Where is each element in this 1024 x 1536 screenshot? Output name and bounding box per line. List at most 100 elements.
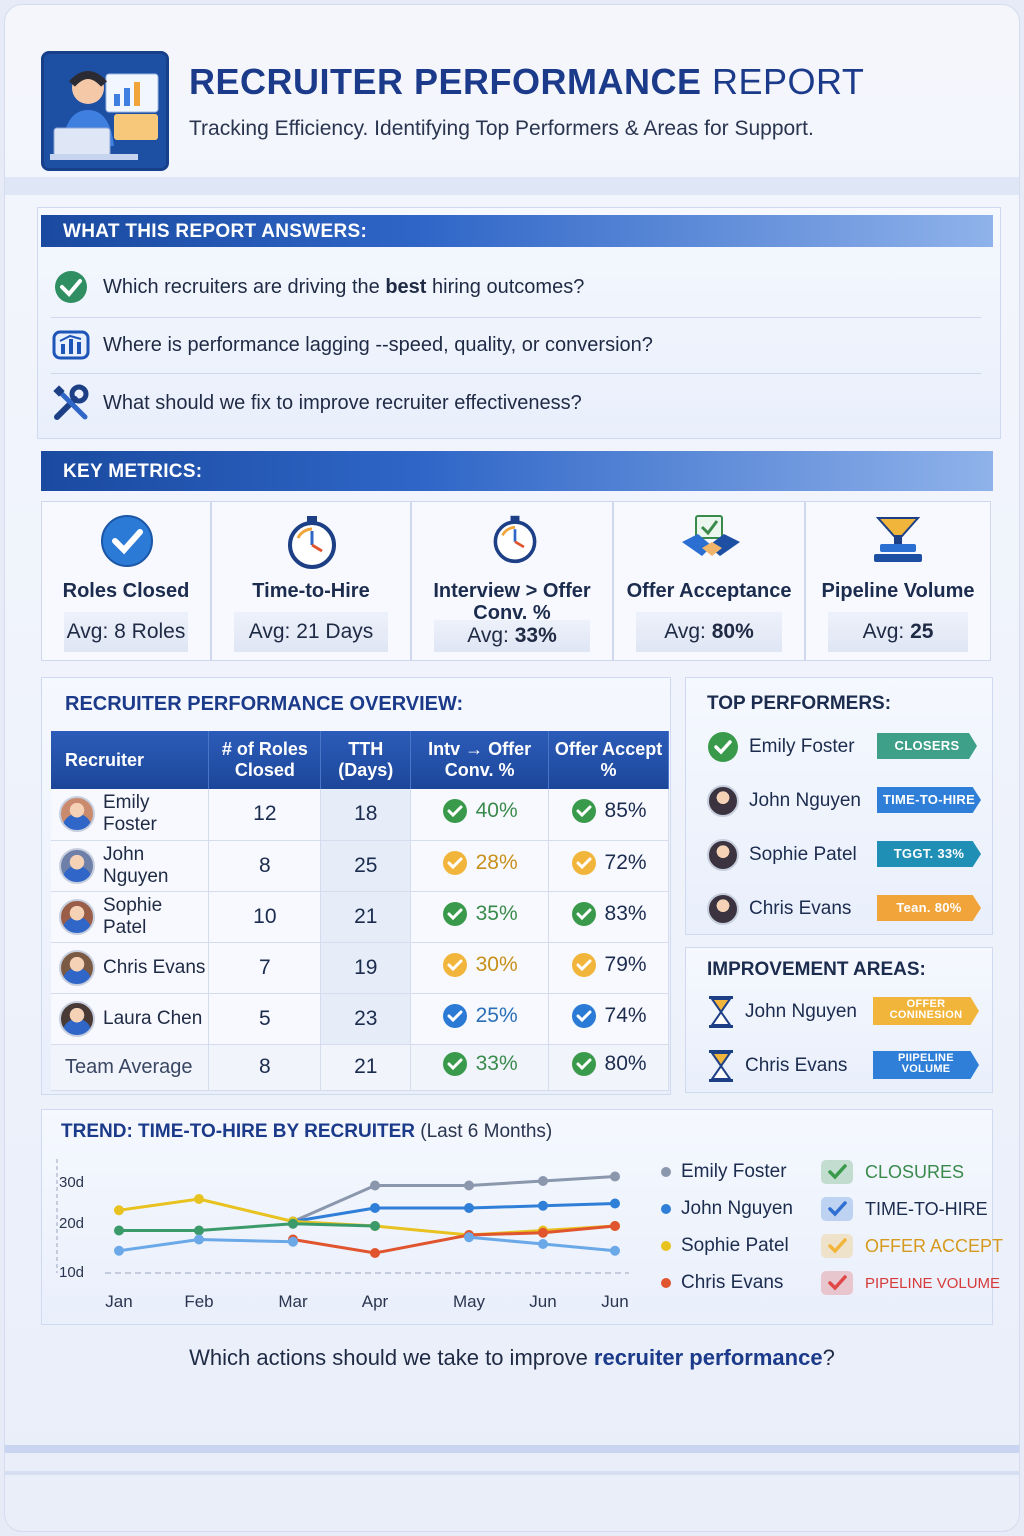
avatar bbox=[707, 839, 739, 871]
improvement-name: John Nguyen bbox=[745, 1001, 857, 1022]
table-row-average: Team Average 8 21 33% 80% bbox=[51, 1044, 669, 1091]
roles-closed-cell: 8 bbox=[208, 840, 322, 892]
recruiter-name: Sophie Patel bbox=[103, 894, 163, 938]
conversion-cell: 40% bbox=[410, 789, 550, 841]
improvement-item: Chris Evans bbox=[707, 1049, 847, 1083]
improvement-item: John Nguyen bbox=[707, 995, 857, 1029]
trend-title: TREND: TIME-TO-HIRE BY RECRUITER (Last 6… bbox=[61, 1121, 553, 1142]
avatar bbox=[59, 949, 95, 986]
x-tick-label: Jan bbox=[105, 1292, 132, 1311]
legend-dot bbox=[661, 1204, 671, 1214]
funnel-icon bbox=[874, 517, 922, 562]
tth-cell: 25 bbox=[320, 840, 412, 892]
column-header: # of Roles Closed bbox=[208, 731, 322, 789]
metric-average: Avg: 21 Days bbox=[234, 612, 388, 652]
x-tick-label: May bbox=[453, 1292, 486, 1311]
conversion-cell: 35% bbox=[410, 891, 550, 943]
average-label: Team Average bbox=[51, 1044, 210, 1091]
question-text: Where is performance lagging --speed, qu… bbox=[103, 333, 653, 356]
hourglass-icon bbox=[709, 1050, 733, 1082]
performer-name: Sophie Patel bbox=[749, 844, 857, 865]
data-point bbox=[194, 1234, 204, 1245]
avatar bbox=[707, 785, 739, 817]
check-box-icon bbox=[821, 1160, 853, 1184]
tth-cell: 18 bbox=[320, 789, 412, 841]
accept-cell: 85% bbox=[548, 789, 669, 841]
performer-tag: CLOSERS bbox=[877, 733, 977, 759]
roles-closed-cell: 7 bbox=[208, 942, 322, 994]
roles-closed-cell: 8 bbox=[208, 1044, 322, 1091]
check-box-icon bbox=[821, 1271, 853, 1295]
check-circle-icon bbox=[708, 732, 738, 762]
check-badge-icon bbox=[101, 515, 153, 567]
tth-cell: 23 bbox=[320, 993, 412, 1045]
legend-label: Chris Evans bbox=[681, 1272, 784, 1293]
header-divider bbox=[5, 177, 1019, 195]
legend-check-entry: CLOSURES bbox=[821, 1160, 964, 1184]
top-performers-title: TOP PERFORMERS: bbox=[707, 693, 892, 714]
top-performer-item: Sophie Patel bbox=[707, 839, 857, 871]
check-circle-icon bbox=[55, 271, 87, 303]
y-tick-label: 30d bbox=[59, 1174, 84, 1191]
questions-banner: WHAT THIS REPORT ANSWERS: bbox=[41, 215, 993, 247]
table-row: Sophie Patel 10 21 35% 83% bbox=[51, 891, 669, 943]
x-tick-label: Jun bbox=[601, 1292, 628, 1311]
series-line bbox=[292, 1224, 616, 1255]
legend-label: Emily Foster bbox=[681, 1161, 787, 1182]
recruiter-name: John Nguyen bbox=[103, 843, 169, 887]
legend-entry: Sophie Patel bbox=[661, 1235, 789, 1257]
x-tick-label: Mar bbox=[278, 1292, 308, 1311]
recruiter-cell: Sophie Patel bbox=[51, 891, 210, 943]
legend-dot bbox=[661, 1241, 671, 1251]
roles-closed-cell: 5 bbox=[208, 993, 322, 1045]
page-subtitle: Tracking Efficiency. Identifying Top Per… bbox=[189, 117, 814, 140]
legend-entry: Emily Foster bbox=[661, 1161, 787, 1183]
metric-average: Avg: 8 Roles bbox=[64, 612, 188, 652]
column-header: Recruiter bbox=[51, 731, 210, 789]
divider bbox=[51, 373, 981, 374]
x-tick-label: Apr bbox=[362, 1292, 389, 1311]
data-point bbox=[194, 1225, 204, 1236]
accept-cell: 74% bbox=[548, 993, 669, 1045]
roles-closed-cell: 12 bbox=[208, 789, 322, 841]
legend-entry: Chris Evans bbox=[661, 1272, 783, 1294]
table-row: Chris Evans 7 19 30% 79% bbox=[51, 942, 669, 994]
question-text: Which recruiters are driving the best hi… bbox=[103, 275, 585, 298]
metrics-banner: KEY METRICS: bbox=[41, 451, 993, 491]
legend-check-entry: PIPELINE VOLUME bbox=[821, 1271, 1000, 1295]
legend-check-label: CLOSURES bbox=[865, 1161, 965, 1182]
hourglass-icon bbox=[709, 996, 733, 1028]
status-check-icon bbox=[442, 1003, 467, 1028]
metric-time-to-hire: Time-to-Hire Avg: 21 Days bbox=[211, 501, 411, 661]
metric-offer-acceptance: Offer Acceptance Avg: 80% bbox=[613, 501, 805, 661]
legend-dot bbox=[661, 1278, 671, 1288]
roles-closed-cell: 10 bbox=[208, 891, 322, 943]
conversion-cell: 33% bbox=[410, 1044, 550, 1091]
legend-check-label: TIME-TO-HIRE bbox=[865, 1198, 988, 1219]
metric-roles-closed: Roles Closed Avg: 8 Roles bbox=[41, 501, 211, 661]
legend-label: Sophie Patel bbox=[681, 1235, 789, 1256]
data-point bbox=[464, 1180, 474, 1191]
legend-check-entry: TIME-TO-HIRE bbox=[821, 1197, 988, 1221]
column-header: Intv → Offer Conv. % bbox=[410, 731, 550, 789]
data-point bbox=[114, 1245, 124, 1256]
data-point bbox=[370, 1221, 380, 1231]
accept-cell: 83% bbox=[548, 891, 669, 943]
column-header: TTH (Days) bbox=[320, 731, 412, 789]
accept-cell: 72% bbox=[548, 840, 669, 892]
legend-entry: John Nguyen bbox=[661, 1198, 793, 1220]
conversion-cell: 28% bbox=[410, 840, 550, 892]
metric-label: Time-to-Hire bbox=[252, 580, 370, 602]
data-point bbox=[464, 1203, 474, 1213]
avatar bbox=[59, 898, 95, 935]
status-check-icon bbox=[571, 850, 596, 875]
top-performer-item: John Nguyen bbox=[707, 785, 861, 817]
series-line bbox=[118, 1237, 294, 1253]
data-point bbox=[370, 1248, 380, 1258]
accept-cell: 79% bbox=[548, 942, 669, 994]
series-line bbox=[119, 1222, 376, 1232]
recruiter-logo-icon bbox=[41, 51, 169, 171]
recruiter-cell: Laura Chen bbox=[51, 993, 210, 1045]
legend-check-label: OFFER ACCEPT bbox=[865, 1235, 1004, 1256]
data-point bbox=[288, 1218, 298, 1229]
